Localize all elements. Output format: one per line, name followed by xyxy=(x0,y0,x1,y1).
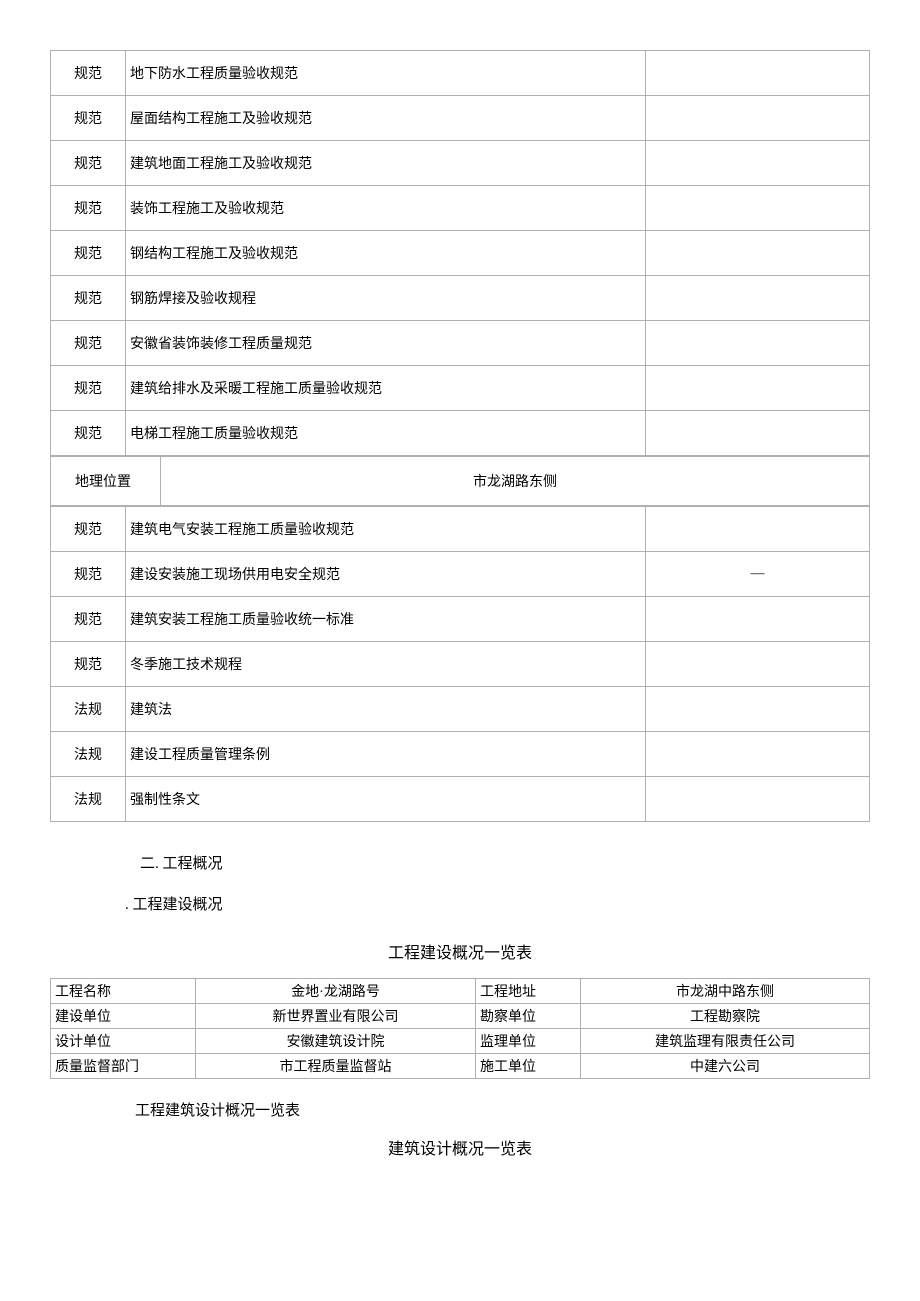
spec-type: 规范 xyxy=(51,276,126,321)
spec-name: 建筑电气安装工程施工质量验收规范 xyxy=(126,507,646,552)
spec-name: 装饰工程施工及验收规范 xyxy=(126,186,646,231)
overview-value: 金地·龙湖路号 xyxy=(196,979,476,1004)
spec-note xyxy=(646,642,870,687)
spec-type: 规范 xyxy=(51,321,126,366)
spec-name: 建筑给排水及采暖工程施工质量验收规范 xyxy=(126,366,646,411)
spec-note: — xyxy=(646,552,870,597)
table-row: 法规建设工程质量管理条例 xyxy=(51,732,870,777)
table-title: 建筑设计概况一览表 xyxy=(50,1135,870,1159)
table-row: 规范建设安装施工现场供用电安全规范— xyxy=(51,552,870,597)
spec-type: 法规 xyxy=(51,732,126,777)
table-row: 规范建筑地面工程施工及验收规范 xyxy=(51,141,870,186)
overview-label: 监理单位 xyxy=(476,1029,581,1054)
specs-table-body-after: 规范建筑电气安装工程施工质量验收规范 规范建设安装施工现场供用电安全规范— 规范… xyxy=(51,507,870,822)
spec-type: 法规 xyxy=(51,687,126,732)
location-table: 地理位置 市龙湖路东侧 xyxy=(50,456,870,506)
spec-type: 规范 xyxy=(51,642,126,687)
overview-value: 建筑监理有限责任公司 xyxy=(581,1029,870,1054)
design-heading: 工程建筑设计概况一览表 xyxy=(135,1099,870,1120)
overview-label: 建设单位 xyxy=(51,1004,196,1029)
specs-table-body-before: 规范地下防水工程质量验收规范 规范屋面结构工程施工及验收规范 规范建筑地面工程施… xyxy=(51,51,870,456)
overview-label: 质量监督部门 xyxy=(51,1054,196,1079)
table-row: 规范钢筋焊接及验收规程 xyxy=(51,276,870,321)
table-row: 工程名称 金地·龙湖路号 工程地址 市龙湖中路东侧 xyxy=(51,979,870,1004)
spec-name: 冬季施工技术规程 xyxy=(126,642,646,687)
table-row: 建设单位 新世界置业有限公司 勘察单位 工程勘察院 xyxy=(51,1004,870,1029)
table-row: 法规建筑法 xyxy=(51,687,870,732)
spec-note xyxy=(646,96,870,141)
spec-name: 钢结构工程施工及验收规范 xyxy=(126,231,646,276)
spec-type: 规范 xyxy=(51,411,126,456)
spec-name: 屋面结构工程施工及验收规范 xyxy=(126,96,646,141)
spec-type: 规范 xyxy=(51,552,126,597)
overview-label: 设计单位 xyxy=(51,1029,196,1054)
section-heading: 二. 工程概况 xyxy=(140,852,870,873)
location-value: 市龙湖路东侧 xyxy=(161,457,870,506)
spec-note xyxy=(646,597,870,642)
table-row: 规范安徽省装饰装修工程质量规范 xyxy=(51,321,870,366)
spec-name: 建筑安装工程施工质量验收统一标准 xyxy=(126,597,646,642)
table-row: 规范电梯工程施工质量验收规范 xyxy=(51,411,870,456)
spec-note xyxy=(646,276,870,321)
specs-table-part1: 规范地下防水工程质量验收规范 规范屋面结构工程施工及验收规范 规范建筑地面工程施… xyxy=(50,50,870,456)
table-title: 工程建设概况一览表 xyxy=(50,939,870,963)
location-label: 地理位置 xyxy=(51,457,161,506)
spec-note xyxy=(646,687,870,732)
spec-note xyxy=(646,366,870,411)
spec-type: 规范 xyxy=(51,186,126,231)
specs-table-part2: 规范建筑电气安装工程施工质量验收规范 规范建设安装施工现场供用电安全规范— 规范… xyxy=(50,506,870,822)
overview-label: 工程地址 xyxy=(476,979,581,1004)
table-row: 规范建筑电气安装工程施工质量验收规范 xyxy=(51,507,870,552)
overview-value: 中建六公司 xyxy=(581,1054,870,1079)
spec-name: 建筑法 xyxy=(126,687,646,732)
table-row: 质量监督部门 市工程质量监督站 施工单位 中建六公司 xyxy=(51,1054,870,1079)
table-row: 规范钢结构工程施工及验收规范 xyxy=(51,231,870,276)
table-row: 法规强制性条文 xyxy=(51,777,870,822)
spec-note xyxy=(646,732,870,777)
spec-name: 安徽省装饰装修工程质量规范 xyxy=(126,321,646,366)
overview-value: 市龙湖中路东侧 xyxy=(581,979,870,1004)
spec-type: 规范 xyxy=(51,507,126,552)
table-row: 设计单位 安徽建筑设计院 监理单位 建筑监理有限责任公司 xyxy=(51,1029,870,1054)
spec-type: 法规 xyxy=(51,777,126,822)
spec-note xyxy=(646,141,870,186)
table-row: 规范冬季施工技术规程 xyxy=(51,642,870,687)
overview-label: 勘察单位 xyxy=(476,1004,581,1029)
spec-name: 建筑地面工程施工及验收规范 xyxy=(126,141,646,186)
table-row: 规范地下防水工程质量验收规范 xyxy=(51,51,870,96)
spec-note xyxy=(646,321,870,366)
spec-type: 规范 xyxy=(51,51,126,96)
spec-name: 建设工程质量管理条例 xyxy=(126,732,646,777)
overview-label: 施工单位 xyxy=(476,1054,581,1079)
overview-label: 工程名称 xyxy=(51,979,196,1004)
spec-name: 电梯工程施工质量验收规范 xyxy=(126,411,646,456)
spec-name: 强制性条文 xyxy=(126,777,646,822)
spec-type: 规范 xyxy=(51,366,126,411)
spec-name: 钢筋焊接及验收规程 xyxy=(126,276,646,321)
spec-note xyxy=(646,777,870,822)
spec-type: 规范 xyxy=(51,141,126,186)
spec-note xyxy=(646,507,870,552)
subsection-heading: . 工程建设概况 xyxy=(125,893,870,914)
spec-type: 规范 xyxy=(51,96,126,141)
spec-note xyxy=(646,411,870,456)
table-row: 规范建筑安装工程施工质量验收统一标准 xyxy=(51,597,870,642)
location-row: 地理位置 市龙湖路东侧 xyxy=(51,457,870,506)
spec-note xyxy=(646,231,870,276)
table-row: 规范屋面结构工程施工及验收规范 xyxy=(51,96,870,141)
overview-value: 安徽建筑设计院 xyxy=(196,1029,476,1054)
spec-type: 规范 xyxy=(51,597,126,642)
overview-table-body: 工程名称 金地·龙湖路号 工程地址 市龙湖中路东侧 建设单位 新世界置业有限公司… xyxy=(51,979,870,1079)
spec-name: 地下防水工程质量验收规范 xyxy=(126,51,646,96)
overview-value: 新世界置业有限公司 xyxy=(196,1004,476,1029)
spec-name: 建设安装施工现场供用电安全规范 xyxy=(126,552,646,597)
overview-value: 工程勘察院 xyxy=(581,1004,870,1029)
overview-value: 市工程质量监督站 xyxy=(196,1054,476,1079)
spec-note xyxy=(646,186,870,231)
spec-type: 规范 xyxy=(51,231,126,276)
spec-note xyxy=(646,51,870,96)
table-row: 规范装饰工程施工及验收规范 xyxy=(51,186,870,231)
overview-table: 工程名称 金地·龙湖路号 工程地址 市龙湖中路东侧 建设单位 新世界置业有限公司… xyxy=(50,978,870,1079)
table-row: 规范建筑给排水及采暖工程施工质量验收规范 xyxy=(51,366,870,411)
